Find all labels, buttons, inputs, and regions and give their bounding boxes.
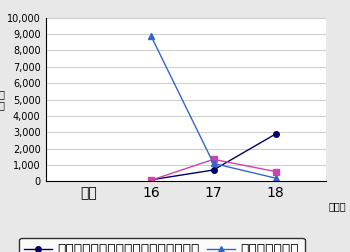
Line: 公共交通機関での痴漢示談金: 公共交通機関での痴漢示談金 — [148, 156, 279, 183]
Text: （年）: （年） — [329, 201, 346, 211]
Legend: 会社でのトラブル、横領等の補てん金, 公共交通機関での痴漢示談金, 交通事故示談金: 会社でのトラブル、横領等の補てん金, 公共交通機関での痴漢示談金, 交通事故示談… — [19, 238, 304, 252]
交通事故示談金 — [274, 177, 278, 180]
Y-axis label: 件
数: 件 数 — [0, 89, 4, 110]
会社でのトラブル、横領等の補てん金 — [149, 178, 153, 181]
公共交通機関での痴漢示談金 — [211, 158, 216, 161]
Line: 会社でのトラブル、横領等の補てん金: 会社でのトラブル、横領等の補てん金 — [148, 131, 279, 183]
公共交通機関での痴漢示談金 — [274, 170, 278, 173]
交通事故示談金 — [211, 162, 216, 165]
公共交通機関での痴漢示談金 — [149, 179, 153, 182]
会社でのトラブル、横領等の補てん金 — [211, 168, 216, 171]
Line: 交通事故示談金: 交通事故示談金 — [148, 34, 279, 181]
交通事故示談金 — [149, 35, 153, 38]
会社でのトラブル、横領等の補てん金 — [274, 133, 278, 136]
